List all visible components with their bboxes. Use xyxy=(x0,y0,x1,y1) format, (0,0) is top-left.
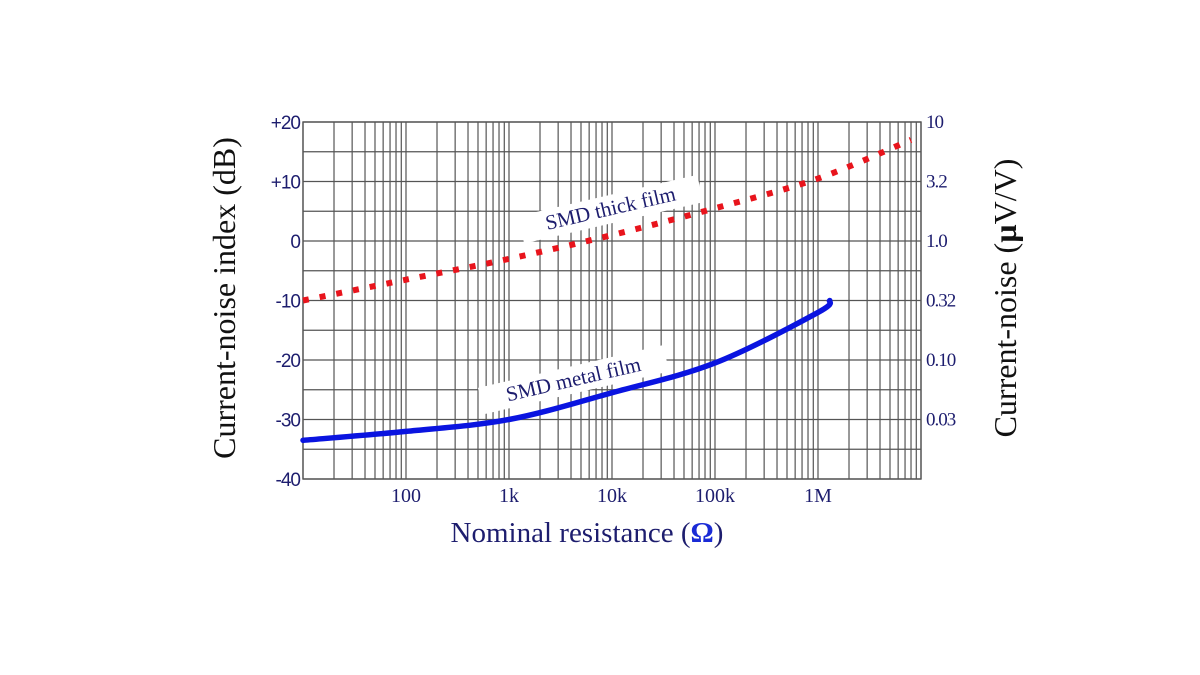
x-tick-label: 1M xyxy=(804,485,832,507)
y-right-tick-label: 0.32 xyxy=(926,291,956,312)
x-axis-ticks: 100 1k 10k 100k 1M xyxy=(391,485,832,507)
y-tick-label: -10 xyxy=(276,292,301,313)
x-tick-label: 10k xyxy=(597,485,627,507)
y-tick-label: -20 xyxy=(276,351,301,372)
y-right-tick-label: 1.0 xyxy=(926,231,947,252)
y-tick-label: 0 xyxy=(290,232,300,253)
y-right-tick-label: 0.10 xyxy=(926,350,956,371)
series-line xyxy=(302,137,913,304)
y-axis-left-label: Current-noise index (dB) xyxy=(206,137,242,459)
y-right-tick-label: 0.03 xyxy=(926,410,956,431)
y-tick-label: -30 xyxy=(276,411,301,432)
y-axis-right-ticks: 10 3.2 1.0 0.32 0.10 0.03 xyxy=(926,112,957,431)
y-axis-right-label: Current-noise (µV/V) xyxy=(987,159,1023,438)
y-tick-label: -40 xyxy=(276,470,301,491)
series-line xyxy=(300,297,834,444)
x-tick-label: 1k xyxy=(499,485,519,507)
svg-text:SMD thick film: SMD thick film xyxy=(543,182,678,235)
y-right-tick-label: 3.2 xyxy=(926,172,947,193)
y-axis-left-ticks: +20 +10 0 -10 -20 -30 -40 xyxy=(271,113,302,491)
series-lines xyxy=(300,137,913,444)
x-axis-label: Nominal resistance (Ω) xyxy=(451,517,724,549)
y-right-tick-label: 10 xyxy=(926,112,944,133)
x-tick-label: 100k xyxy=(695,485,735,507)
y-tick-label: +10 xyxy=(271,173,301,194)
series-label-thick-film: SMD thick film xyxy=(517,174,704,244)
plot-grid xyxy=(302,121,922,480)
x-tick-label: 100 xyxy=(391,485,421,507)
y-tick-label: +20 xyxy=(271,113,301,134)
